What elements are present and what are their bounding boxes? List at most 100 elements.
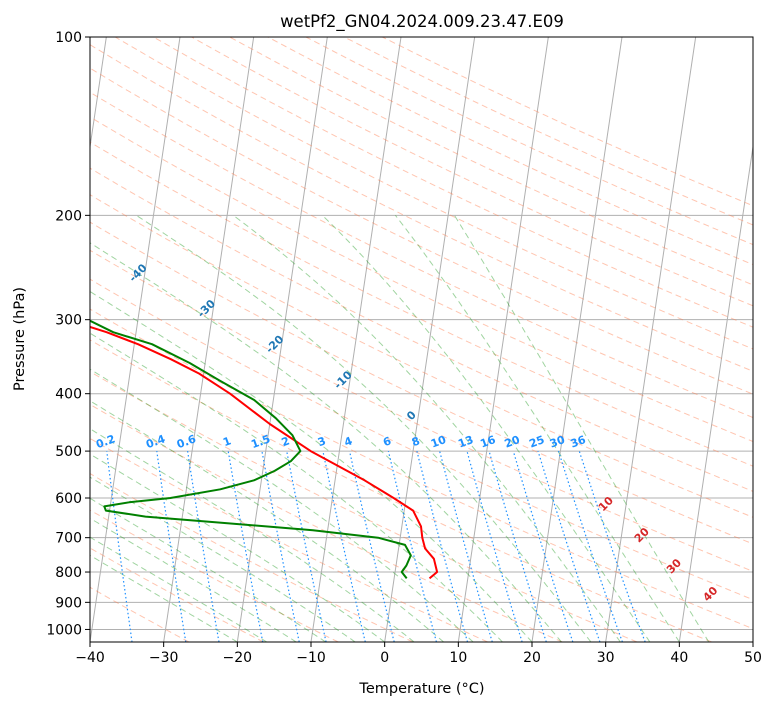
- moist-adiabat: [90, 242, 562, 642]
- moist-adiabat: [90, 476, 356, 642]
- x-axis-title: Temperature (°C): [358, 681, 484, 697]
- mixing-ratio-label: 6: [381, 434, 393, 449]
- mixing-ratio-line: [261, 450, 300, 642]
- mixing-ratio-line: [537, 450, 601, 642]
- isotherm-line: [310, 37, 402, 642]
- axis-ticks: −40 −30 −20 −10 0 10 20 30 40 50 1000 900 800 700 600 5…: [46, 30, 762, 666]
- y-tick-label: 1000: [46, 622, 82, 638]
- isotherm-line: [531, 37, 623, 642]
- mixing-ratio-line: [466, 450, 523, 642]
- isotherm-line: [90, 37, 107, 151]
- y-tick-label: 700: [55, 531, 82, 547]
- moist-adiabat: [90, 368, 474, 642]
- mixing-ratio-label: 3: [316, 434, 328, 449]
- dry-adiabat: [153, 37, 753, 328]
- y-tick-label: 500: [55, 444, 82, 460]
- moist-adiabat: [395, 214, 680, 642]
- y-tick-label: 200: [55, 208, 82, 224]
- reference-lines: [90, 37, 753, 642]
- moist-adiabat: [136, 214, 592, 642]
- x-tick-label: 0: [380, 650, 389, 666]
- mixing-ratio-line: [557, 450, 623, 642]
- isotherm-line: [457, 37, 549, 642]
- mixing-ratio-label: 8: [410, 434, 422, 449]
- moist-adiabat: [90, 290, 533, 642]
- dry-adiabat: [90, 509, 339, 642]
- mixing-ratio-label: 0.2: [94, 432, 117, 451]
- mixing-ratio-line: [512, 450, 574, 642]
- y-tick-label: 100: [55, 30, 82, 46]
- isotherm-line: [384, 37, 476, 642]
- dry-adiabat: [90, 371, 638, 642]
- mixing-ratio-line: [322, 450, 366, 642]
- mixing-ratio-label: 16: [478, 433, 497, 451]
- dewpoint-line: [90, 319, 412, 580]
- dry-adiabat: [191, 37, 753, 307]
- isotherm-line: [236, 37, 328, 642]
- moist-adiabat: [90, 497, 326, 642]
- mixing-ratio-label: 10: [429, 433, 448, 451]
- x-tick-label: −30: [149, 650, 179, 666]
- dry-adiabat: [90, 308, 753, 630]
- x-tick-label: 20: [523, 650, 541, 666]
- moist-adiabat: [90, 332, 503, 642]
- mixing-ratio-label: 20: [503, 433, 522, 451]
- y-tick-label: 300: [55, 313, 82, 329]
- moist-adiabat: [453, 215, 710, 642]
- dry-adiabat: [90, 116, 753, 443]
- mixing-ratio-line: [439, 450, 493, 642]
- x-tick-label: −10: [296, 650, 326, 666]
- x-tick-label: −20: [223, 650, 253, 666]
- y-tick-label: 600: [55, 491, 82, 507]
- mixing-ratio-label: 25: [527, 433, 546, 450]
- dry-adiabat: [90, 547, 264, 642]
- mixing-ratio-label: 4: [343, 434, 355, 449]
- y-tick-label: 800: [55, 565, 82, 581]
- sounding-profiles: [90, 319, 439, 580]
- y-axis-title: Pressure (hPa): [12, 287, 28, 391]
- mixing-ratio-line: [578, 450, 646, 642]
- chart-title: wetPf2_GN04.2024.009.23.47.E09: [280, 12, 564, 32]
- dry-adiabat: [90, 221, 753, 545]
- moist-adiabat: [322, 214, 651, 642]
- mixing-ratio-line: [348, 450, 395, 642]
- isotherm-line: [678, 143, 753, 642]
- mixing-ratio-label: 36: [569, 433, 588, 451]
- isotherm-line: [163, 37, 255, 642]
- mixing-ratio-label: 1: [221, 434, 233, 449]
- isotherm-line: [605, 37, 697, 642]
- mixing-ratio-line: [106, 451, 133, 642]
- x-tick-label: 10: [449, 650, 467, 666]
- mixing-ratio-line: [286, 450, 327, 642]
- dry-adiabat: [90, 67, 753, 395]
- mixing-ratio-line: [416, 450, 469, 642]
- y-tick-label: 900: [55, 595, 82, 611]
- x-tick-label: −40: [75, 650, 105, 666]
- mixing-ratio-label: 1.5: [249, 432, 272, 451]
- x-tick-label: 30: [597, 650, 615, 666]
- dry-adiabat: [90, 194, 753, 518]
- mixing-ratio-label: 30: [548, 433, 567, 451]
- moist-adiabat: [90, 517, 297, 642]
- dry-adiabat: [90, 278, 753, 601]
- dry-adiabat: [90, 403, 563, 642]
- x-tick-label: 50: [744, 650, 762, 666]
- mixing-ratio-label: 2: [280, 434, 292, 449]
- y-tick-label: 400: [55, 387, 82, 403]
- temperature-line: [90, 325, 439, 580]
- dry-adiabat: [90, 44, 753, 372]
- mixing-ratio-line: [488, 450, 547, 642]
- mixing-ratio-line: [387, 450, 437, 642]
- mixing-ratio-line: [156, 451, 187, 642]
- moist-adiabat: [90, 400, 444, 642]
- mixing-ratio-label: 0.6: [175, 432, 198, 451]
- dry-adiabat: [90, 167, 753, 492]
- mixing-ratio-label: 13: [456, 433, 475, 450]
- dry-adiabat: [90, 249, 753, 572]
- x-tick-label: 40: [670, 650, 688, 666]
- dry-adiabat: [90, 141, 753, 467]
- moist-adiabat: [90, 428, 415, 642]
- plot-frame: [89, 36, 754, 643]
- moist-adiabat: [90, 554, 238, 642]
